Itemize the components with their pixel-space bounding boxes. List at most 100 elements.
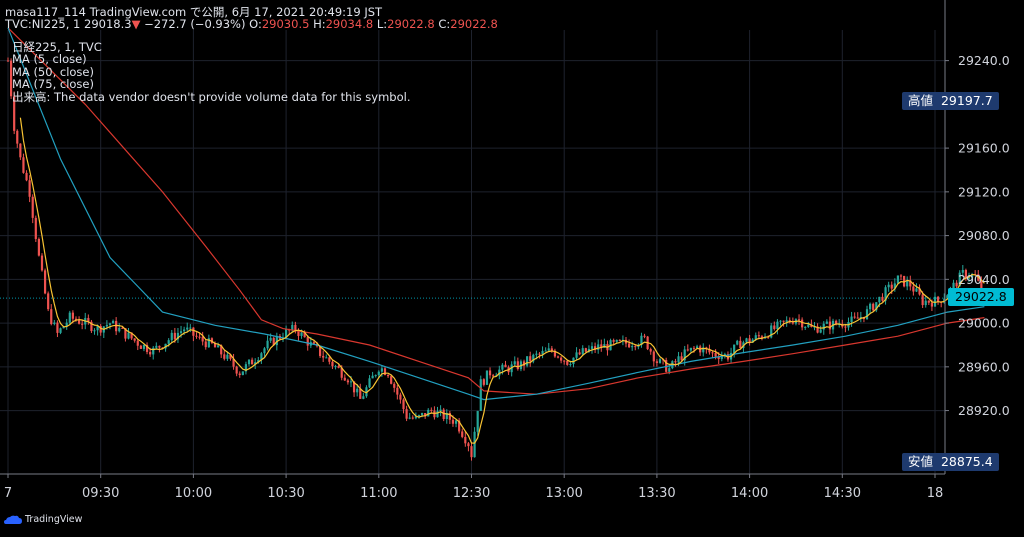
candle-body xyxy=(677,356,680,363)
candles xyxy=(6,57,986,461)
time-tick-label: 11:00 xyxy=(360,486,397,501)
candle-body xyxy=(325,357,328,359)
candle-body xyxy=(226,354,229,359)
price-change: −272.7 (−0.93%) xyxy=(144,17,246,31)
candle-body xyxy=(893,283,896,289)
candle-body xyxy=(612,340,615,342)
candle-body xyxy=(380,368,383,372)
candle-body xyxy=(634,346,637,348)
candle-body xyxy=(210,338,214,344)
candle-body xyxy=(467,443,470,447)
tradingview-logo-text: TradingView xyxy=(25,514,83,525)
symbol-label[interactable]: TVC:NI225, 1 xyxy=(5,17,81,31)
candle-body xyxy=(436,411,439,418)
candle-body xyxy=(50,309,53,325)
price-tick-label: 29160.0 xyxy=(958,141,1010,156)
candle-body xyxy=(751,339,754,343)
candle-body xyxy=(6,60,10,62)
candle-body xyxy=(757,335,760,337)
candle-body xyxy=(362,396,365,399)
time-tick-label: 12:30 xyxy=(453,486,490,501)
down-arrow-icon: ▼ xyxy=(131,17,141,31)
low-price-tag: 安値 28875.4 xyxy=(902,453,999,471)
candle-body xyxy=(402,399,405,410)
candle-body xyxy=(733,344,736,353)
price-tick-label: 29000.0 xyxy=(958,316,1010,331)
current-tag-value: 29022.8 xyxy=(955,289,1007,304)
candle-body xyxy=(668,368,671,372)
candle-body xyxy=(618,339,621,341)
candle-body xyxy=(118,327,121,332)
candle-body xyxy=(652,351,655,362)
candle-body xyxy=(167,340,170,344)
price-tick-label: 28920.0 xyxy=(958,403,1010,418)
publish-line: masa117_114 TradingView.com で公開, 6月 17, … xyxy=(5,5,383,19)
candle-body xyxy=(408,417,411,419)
time-axis: 7 09:30 10:00 10:30 11:00 12:30 13:00 13:30 14:0… xyxy=(0,473,945,501)
candle-body xyxy=(145,344,149,352)
candle-body xyxy=(127,332,130,339)
candle-body xyxy=(294,324,297,331)
time-tick-label: 18 xyxy=(927,486,944,501)
candle-body xyxy=(263,348,266,354)
candle-body xyxy=(68,312,71,323)
candle-body xyxy=(492,375,495,377)
candle-body xyxy=(65,322,68,327)
candle-body xyxy=(247,359,251,365)
candle-body xyxy=(476,410,479,432)
candle-body xyxy=(936,296,940,302)
candle-body xyxy=(711,352,714,354)
candle-body xyxy=(90,321,93,332)
candle-body xyxy=(155,345,158,348)
candle-body xyxy=(890,284,893,289)
legend-series-title[interactable]: 日経225, 1, TVC xyxy=(12,40,102,54)
candle-body xyxy=(152,347,155,355)
candle-body xyxy=(232,358,235,367)
candle-body xyxy=(689,347,692,351)
time-tick-label: 10:00 xyxy=(175,486,212,501)
candle-body xyxy=(217,345,220,348)
candle-body xyxy=(383,368,387,375)
candle-body xyxy=(77,320,81,324)
candle-body xyxy=(723,354,726,357)
candle-body xyxy=(414,416,417,419)
candle-body xyxy=(445,412,448,420)
candle-body xyxy=(430,409,433,411)
candle-body xyxy=(967,277,971,279)
tradingview-logo[interactable]: TradingView xyxy=(4,514,82,525)
candle-body xyxy=(553,350,557,357)
candle-body xyxy=(303,332,306,338)
legend-ma75[interactable]: MA (75, close) xyxy=(12,77,94,91)
candle-body xyxy=(655,361,658,363)
candle-body xyxy=(649,349,652,352)
candle-body xyxy=(458,420,461,432)
candle-body xyxy=(442,409,445,420)
candle-body xyxy=(371,375,374,379)
candle-body xyxy=(952,282,955,289)
current-price-tag: 29022.8 xyxy=(948,288,1014,306)
candle-body xyxy=(717,356,720,359)
candle-body xyxy=(31,196,34,218)
candle-body xyxy=(485,370,489,385)
candle-body xyxy=(835,320,838,325)
candle-body xyxy=(547,348,550,351)
candle-body xyxy=(643,335,646,337)
candle-body xyxy=(136,340,139,346)
legend-ma5[interactable]: MA (5, close) xyxy=(12,52,87,66)
candle-body xyxy=(702,347,705,353)
candle-body xyxy=(791,322,794,324)
candle-body xyxy=(343,377,346,381)
candle-body xyxy=(454,420,458,424)
legend-ma50[interactable]: MA (50, close) xyxy=(12,65,94,79)
time-tick-label: 10:30 xyxy=(267,486,304,501)
candle-body xyxy=(111,320,115,324)
candle-body xyxy=(451,419,455,424)
candle-body xyxy=(695,346,699,349)
candle-body xyxy=(390,376,393,384)
candle-body xyxy=(597,344,600,350)
candle-body xyxy=(149,351,152,355)
low-tag-value: 28875.4 xyxy=(940,454,993,469)
candle-body xyxy=(631,346,634,348)
candle-body xyxy=(779,320,782,322)
